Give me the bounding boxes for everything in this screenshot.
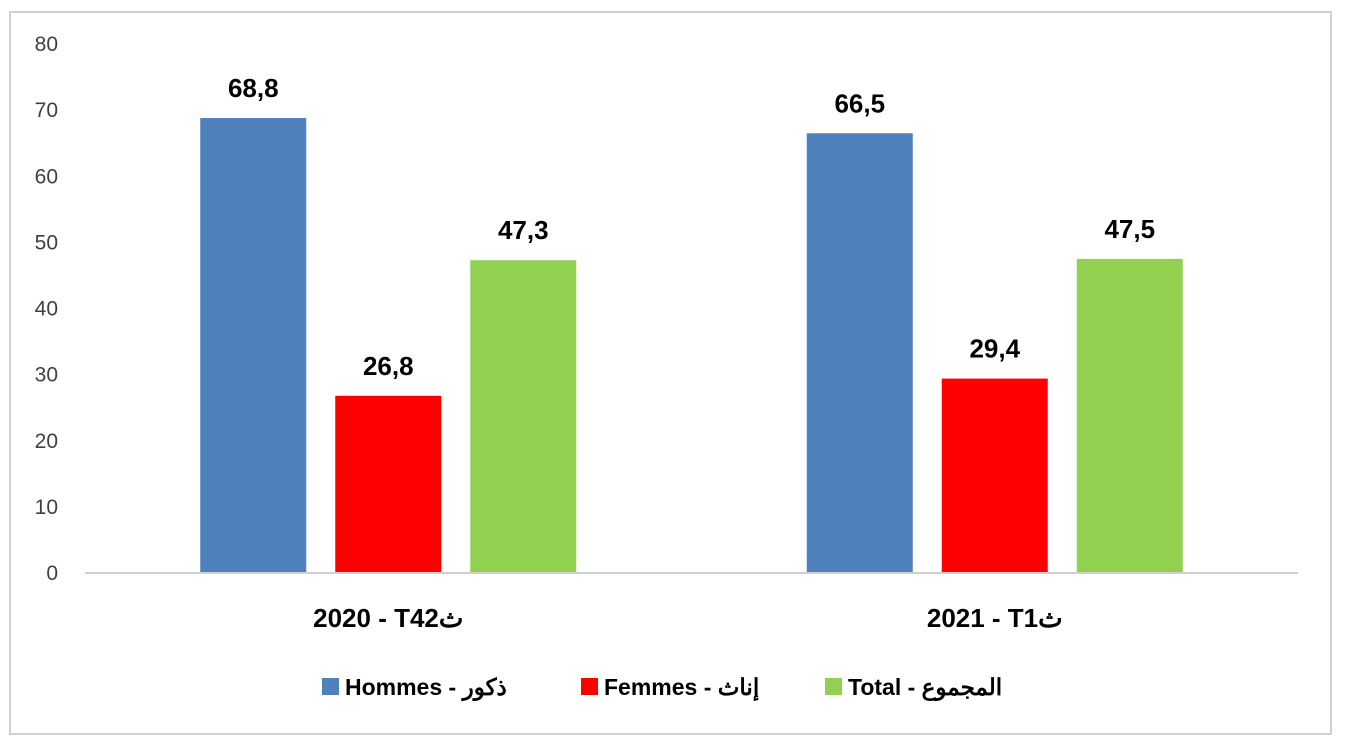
y-tick-label: 70 — [35, 99, 58, 122]
legend-label: Femmes - إناث — [604, 674, 759, 702]
x-category-label: 2020 - T42ث — [313, 603, 463, 633]
bar-value-label: 68,8 — [228, 73, 279, 103]
bar-value-label: 47,5 — [1104, 214, 1155, 244]
legend-swatch — [322, 678, 339, 695]
bar-femmes — [335, 395, 442, 573]
y-tick-label: 10 — [35, 496, 58, 519]
legend-swatch — [581, 678, 598, 695]
bar-total — [470, 260, 577, 573]
bar-value-label: 47,3 — [498, 215, 549, 245]
bar-value-label: 66,5 — [834, 88, 885, 118]
bar-hommes — [200, 118, 307, 573]
bar-value-label: 29,4 — [969, 334, 1020, 364]
y-tick-label: 50 — [35, 231, 58, 254]
y-tick-label: 60 — [35, 165, 58, 188]
legend-label: Hommes - ذكور — [345, 674, 507, 702]
bar-total — [1076, 258, 1183, 573]
x-axis: 2020 - T42ث 2021 - T1ث — [313, 603, 1063, 633]
legend: Hommes - ذكور Femmes - إناث Total - المجمو… — [322, 674, 1002, 702]
legend-label: Total - المجموع — [848, 674, 1002, 702]
bar-hommes — [806, 133, 913, 574]
bars-group — [200, 118, 1183, 574]
data-labels-group: 68,8 26,8 47,3 66,5 29,4 47,5 — [228, 73, 1155, 381]
y-tick-label: 80 — [35, 33, 58, 56]
y-axis: 0 10 20 30 40 50 60 70 80 — [35, 33, 58, 585]
y-tick-label: 20 — [35, 430, 58, 453]
y-tick-label: 40 — [35, 298, 58, 321]
y-tick-label: 0 — [46, 562, 58, 585]
bar-femmes — [941, 378, 1048, 573]
legend-swatch — [825, 678, 842, 695]
bar-value-label: 26,8 — [363, 351, 414, 381]
y-tick-label: 30 — [35, 364, 58, 387]
x-category-label: 2021 - T1ث — [927, 603, 1063, 633]
